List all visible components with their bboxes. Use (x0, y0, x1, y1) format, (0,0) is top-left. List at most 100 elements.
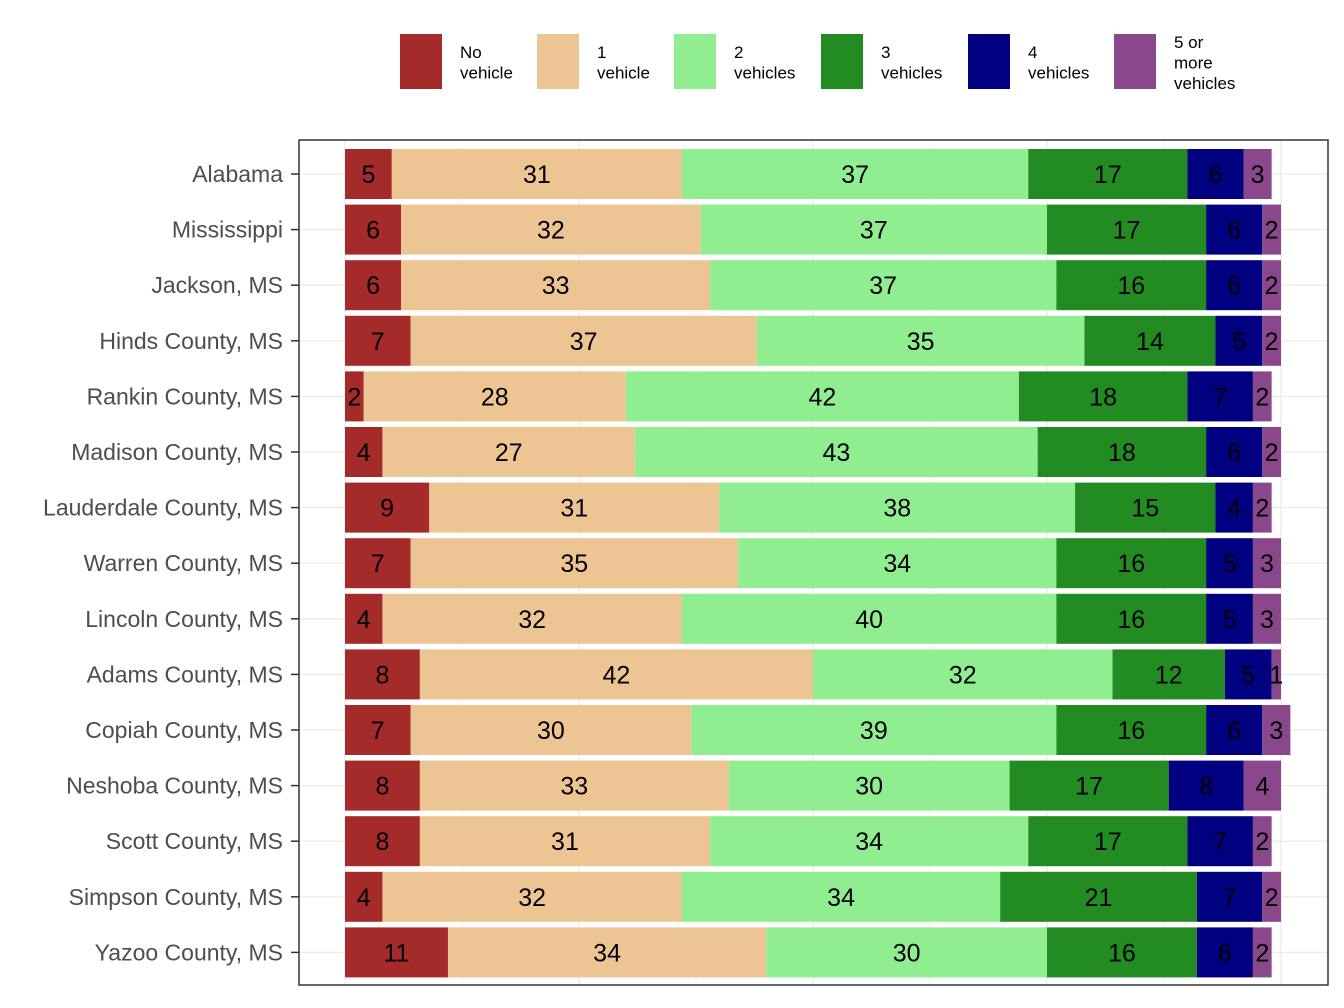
bars: 5 31 37 17 6 36 32 37 17 6 26 33 37 16 6 27 37 35 14 5 22 28 4… (345, 149, 1291, 978)
y-tick-label: Simpson County, MS (69, 884, 283, 910)
bar-segment (1252, 371, 1272, 422)
data-label: 8 (375, 828, 389, 856)
legend: No vehicle 1 vehicle 2 vehicles 3 vehicles 4 vehi… (400, 33, 1235, 93)
data-label: 32 (518, 606, 546, 634)
bar-segment (345, 482, 430, 533)
bar-segment (345, 593, 383, 644)
bar-segment (391, 149, 682, 199)
data-label: 38 (883, 495, 911, 523)
bar-segment (1206, 260, 1263, 311)
data-label: 17 (1094, 161, 1122, 189)
data-label: 37 (570, 328, 598, 356)
data-label: 2 (1265, 217, 1279, 245)
legend-key (821, 34, 863, 89)
y-tick-label: Mississippi (172, 217, 283, 243)
data-label: 2 (1255, 495, 1269, 523)
data-label: 5 (1223, 550, 1237, 578)
y-axis: Alabama Mississippi Jackson, MS Hinds Count… (43, 161, 299, 965)
bar-row: 7 30 39 16 6 3 (345, 705, 1291, 755)
bar-row: 8 31 34 17 7 2 (345, 816, 1272, 867)
y-tick-label: Hinds County, MS (99, 328, 283, 354)
data-label: 8 (375, 773, 389, 801)
y-tick-label: Warren County, MS (84, 550, 283, 576)
data-label: 37 (869, 272, 897, 300)
bar-segment (401, 204, 701, 255)
bar-segment (710, 260, 1057, 311)
bar-segment (345, 204, 402, 255)
bar-segment (345, 871, 383, 922)
data-label: 4 (1255, 773, 1269, 801)
data-label: 1 (1269, 661, 1283, 689)
bar-row: 7 37 35 14 5 2 (345, 315, 1281, 366)
data-label: 37 (841, 161, 869, 189)
data-label: 6 (1227, 717, 1241, 745)
bar-segment (1206, 593, 1253, 644)
data-label: 6 (366, 217, 380, 245)
data-label: 34 (827, 884, 855, 912)
data-label: 6 (366, 272, 380, 300)
data-label: 42 (808, 383, 836, 411)
bar-segment (1056, 593, 1207, 644)
y-tick-label: Yazoo County, MS (95, 939, 283, 965)
data-label: 32 (537, 217, 565, 245)
bar-segment (1075, 482, 1216, 533)
data-label: 42 (603, 661, 631, 689)
bar-segment (681, 871, 1001, 922)
bar-segment (1206, 705, 1263, 755)
data-label: 39 (860, 717, 888, 745)
bar-segment (410, 705, 692, 755)
bar-segment (700, 204, 1047, 255)
bar-segment (1028, 149, 1188, 199)
bar-segment (1262, 705, 1291, 755)
data-label: 9 (380, 495, 394, 523)
legend-item: 4 vehicles (968, 34, 1089, 89)
data-label: 3 (1260, 606, 1274, 634)
data-label: 8 (1199, 773, 1213, 801)
data-label: 30 (893, 939, 921, 967)
bar-segment (419, 760, 729, 811)
bar-segment (401, 260, 711, 311)
data-label: 37 (860, 217, 888, 245)
y-tick-label: Adams County, MS (87, 661, 283, 687)
bar-segment (1206, 427, 1263, 477)
legend-label: 5 or more vehicles (1174, 33, 1235, 93)
data-label: 33 (542, 272, 570, 300)
legend-label: No vehicle (460, 43, 513, 83)
bar-segment (1037, 427, 1207, 477)
bar-row: 4 32 34 21 7 2 (345, 871, 1281, 922)
bar-row: 6 33 37 16 6 2 (345, 260, 1281, 311)
data-label: 7 (1223, 884, 1237, 912)
bar-segment (728, 760, 1010, 811)
data-label: 4 (357, 884, 371, 912)
y-tick-label: Lincoln County, MS (85, 606, 283, 632)
bar-row: 4 32 40 16 5 3 (345, 593, 1281, 644)
legend-item: 5 or more vehicles (1114, 33, 1235, 93)
data-label: 35 (907, 328, 935, 356)
bar-segment (345, 149, 392, 199)
bar-segment (1009, 760, 1169, 811)
data-label: 8 (375, 661, 389, 689)
bar-segment (1271, 649, 1281, 700)
bar-segment (1252, 538, 1281, 589)
bar-segment (1215, 315, 1263, 366)
legend-key (537, 34, 579, 89)
bar-row: 9 31 38 15 4 2 (345, 482, 1272, 533)
bar-segment (1206, 204, 1263, 255)
data-label: 17 (1113, 217, 1141, 245)
bar-segment (419, 816, 711, 867)
data-label: 12 (1155, 661, 1183, 689)
bar-segment (429, 482, 720, 533)
bar-segment (1187, 816, 1253, 867)
bar-segment (1056, 538, 1207, 589)
bar-row: 4 27 43 18 6 2 (345, 427, 1281, 477)
bar-segment (345, 538, 411, 589)
data-label: 2 (1265, 272, 1279, 300)
bar-segment (410, 538, 739, 589)
y-tick-label: Scott County, MS (106, 828, 283, 854)
bar-row: 5 31 37 17 6 3 (345, 149, 1272, 199)
data-label: 18 (1108, 439, 1136, 467)
bar-segment (345, 371, 364, 422)
data-label: 6 (1209, 161, 1223, 189)
data-label: 2 (1265, 328, 1279, 356)
y-tick-label: Lauderdale County, MS (43, 495, 283, 521)
